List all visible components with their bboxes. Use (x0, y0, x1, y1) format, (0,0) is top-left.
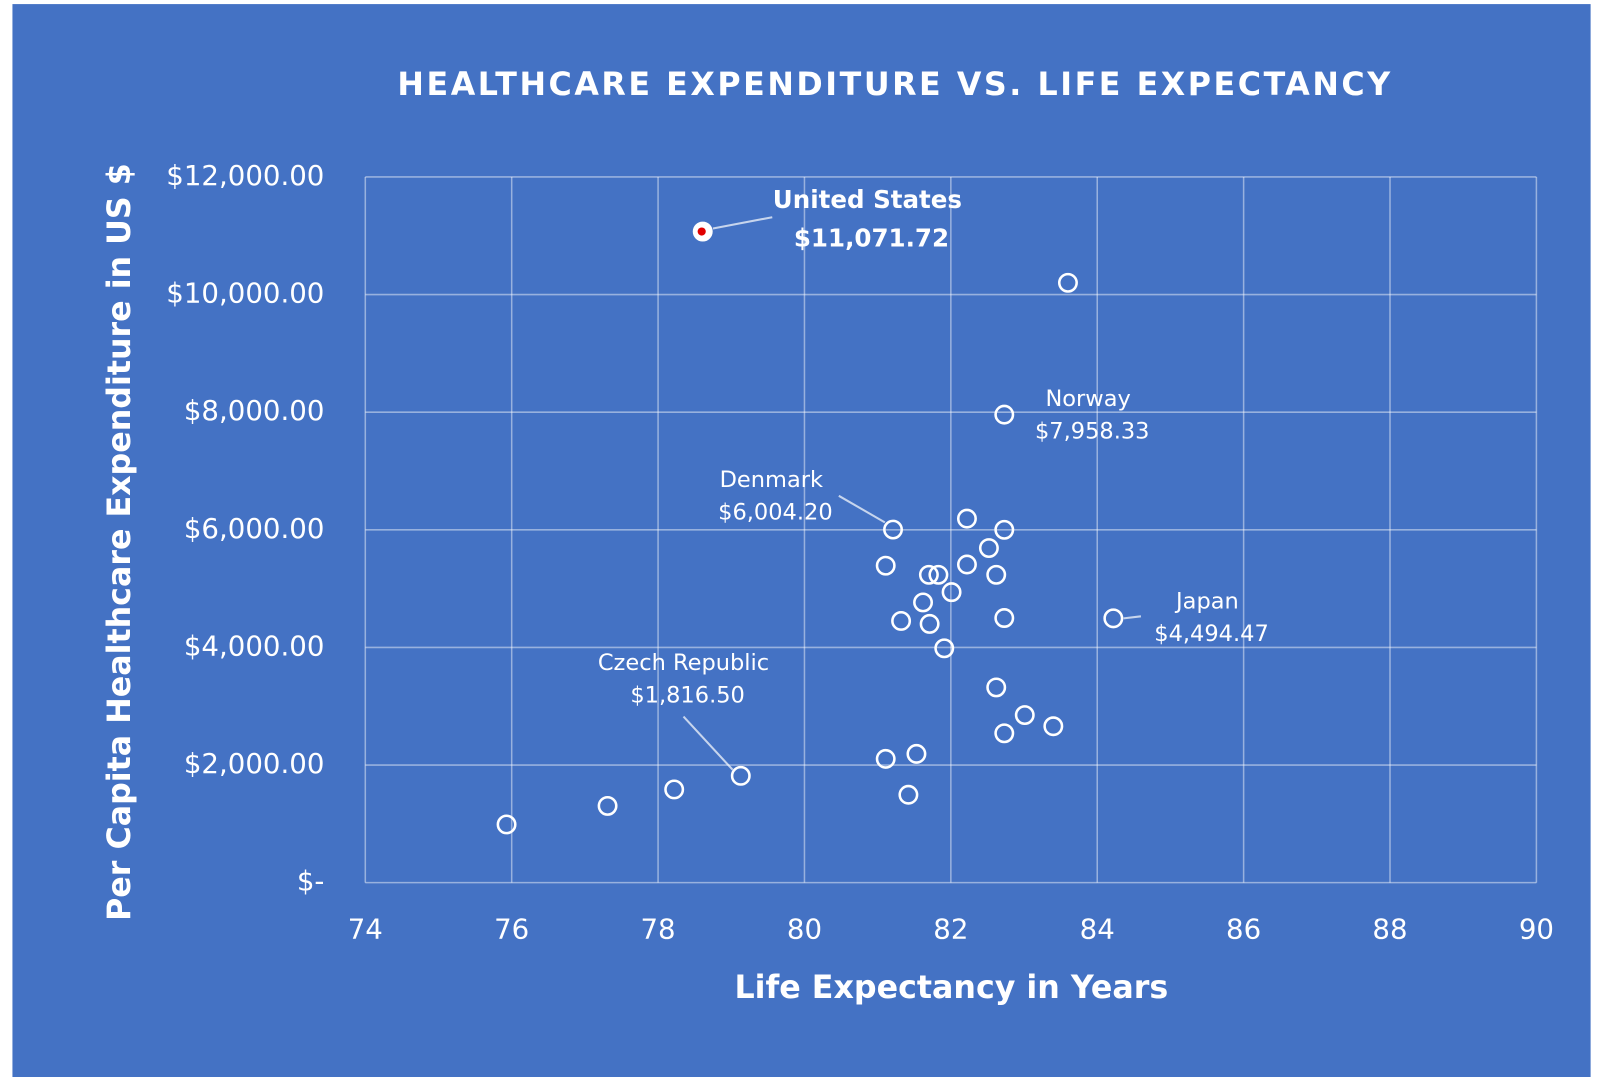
point (597, 795, 618, 816)
point (994, 404, 1015, 425)
point (883, 519, 903, 540)
point (898, 784, 919, 805)
point (891, 610, 912, 631)
point (1043, 716, 1064, 737)
point (934, 638, 955, 659)
y-tick-label: $4,000.00 (184, 629, 325, 662)
point (928, 564, 949, 585)
leader-line (838, 494, 886, 524)
point (1014, 705, 1035, 726)
point (994, 723, 1015, 744)
value-label: $1,816.50 (630, 683, 745, 709)
x-tick-label: 86 (1226, 913, 1261, 946)
point (906, 743, 927, 764)
x-tick-label: 88 (1372, 913, 1407, 946)
point-label: United States (773, 185, 962, 214)
x-tick-label: 82 (933, 913, 968, 946)
point (994, 608, 1015, 628)
point-label: Japan (1174, 588, 1239, 614)
point (986, 677, 1007, 698)
point (986, 564, 1007, 585)
x-tick-label: 78 (641, 913, 676, 946)
point-label: Czech Republic (598, 650, 769, 676)
point (956, 554, 977, 575)
x-tick-label: 80 (787, 913, 822, 946)
y-tick-label: $12,000.00 (166, 159, 324, 192)
point (941, 582, 962, 603)
leader-line (682, 715, 734, 771)
point (956, 508, 977, 529)
point (664, 779, 685, 800)
x-tick-label: 84 (1080, 913, 1115, 946)
x-tick-label: 90 (1519, 913, 1554, 946)
leader-line (1123, 615, 1142, 620)
point-center (697, 227, 706, 236)
point (978, 538, 999, 559)
point (918, 564, 939, 585)
point-label: Denmark (720, 467, 823, 493)
point (913, 592, 934, 613)
point (875, 555, 896, 576)
point (875, 748, 896, 769)
y-axis-title: Per Capita Healthcare Expenditure in US … (102, 163, 138, 921)
point (730, 765, 751, 786)
value-label: $6,004.20 (718, 500, 833, 526)
y-tick-label: $8,000.00 (184, 394, 325, 427)
y-tick-label: $6,000.00 (184, 512, 325, 545)
point (994, 519, 1015, 540)
point (1103, 608, 1124, 629)
point-label: Norway (1045, 386, 1130, 412)
y-tick-label: $10,000.00 (166, 277, 324, 310)
chart-title: HEALTHCARE EXPENDITURE VS. LIFE EXPECTAN… (397, 67, 1392, 103)
x-axis-title: Life Expectancy in Years (734, 970, 1168, 1006)
point (919, 613, 940, 634)
leader-line (712, 216, 773, 230)
chart-background (12, 4, 1591, 1077)
point (1057, 272, 1078, 293)
value-label: $7,958.33 (1035, 419, 1150, 445)
point (496, 814, 517, 835)
y-tick-label: $2,000.00 (184, 747, 325, 780)
x-tick-label: 76 (494, 913, 529, 946)
x-tick-label: 74 (348, 913, 383, 946)
value-label: $11,071.72 (794, 224, 949, 253)
y-tick-label: $- (297, 865, 325, 898)
value-label: $4,494.47 (1154, 621, 1269, 647)
